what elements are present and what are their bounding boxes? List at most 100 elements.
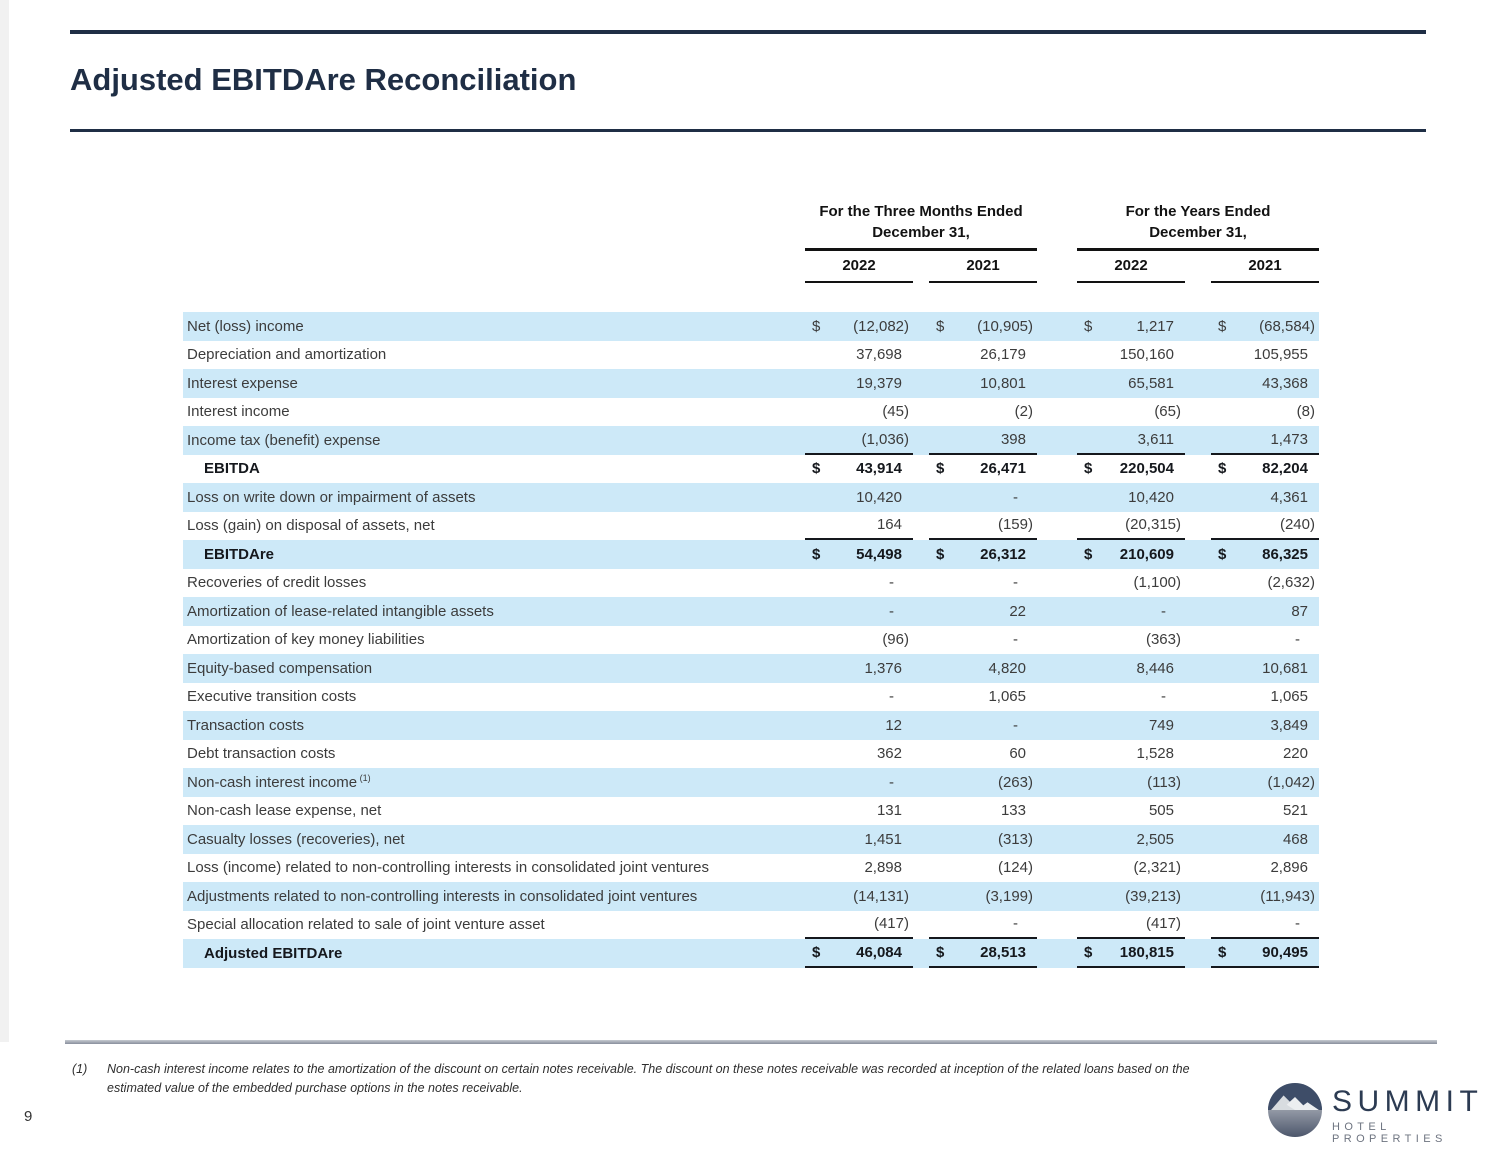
table-row: Special allocation related to sale of jo… [183,911,1319,939]
cell-value: 10,420 [1128,488,1174,506]
table-row: Income tax (benefit) expense (1,036) 398… [183,426,1319,455]
row-label: EBITDA [204,460,260,478]
value-cell: 521 [1211,797,1319,826]
footnote-text: Non-cash interest income relates to the … [107,1062,1190,1096]
row-label: Non-cash interest income (1) [187,773,371,792]
currency-symbol: $ [936,460,945,478]
currency-symbol: $ [812,317,821,335]
period-group-title-line1: For the Three Months Ended [819,203,1023,220]
value-cell: 1,065 [1211,683,1319,712]
row-label: Interest income [187,403,290,421]
cell-value: 43,368 [1262,374,1308,392]
logo-text: SUMMIT HOTEL PROPERTIES [1332,1083,1500,1146]
cell-value: 54,498 [856,545,902,563]
table-row: EBITDA $43,914 $26,471 $220,504 $82,204 [183,455,1319,484]
cell-value: - [1161,602,1166,620]
value-cell: 37,698 [805,341,913,370]
cell-value: 210,609 [1119,545,1174,563]
cell-value: (3,199) [985,887,1033,905]
cell-value: - [1013,574,1018,592]
period-group-title-line2: December 31, [872,224,970,241]
cell-value: 131 [876,802,902,820]
value-cell: (8) [1211,398,1319,427]
cell-value: 180,815 [1119,943,1174,961]
value-cell: - [805,683,913,712]
footnote-ref: (1) [357,773,371,784]
value-cell: - [1211,911,1319,939]
value-cell: 1,451 [805,825,913,854]
value-cell: $1,217 [1077,312,1185,341]
cell-value: 82,204 [1262,460,1308,478]
cell-value: (96) [882,631,909,649]
cell-value: 10,681 [1262,659,1308,677]
value-cell: 87 [1211,597,1319,626]
row-label: Loss (gain) on disposal of assets, net [187,517,435,535]
cell-value: (2,321) [1133,859,1181,877]
value-cell: 1,528 [1077,740,1185,769]
table-row: Interest income (45) (2) (65) (8) [183,398,1319,427]
reconciliation-table: Net (loss) income $ (12,082) $ (10,905) $1… [183,312,1319,968]
cell-value: 1,451 [864,830,902,848]
row-label: Equity-based compensation [187,659,373,677]
page-title: Adjusted EBITDAre Reconciliation [70,62,577,97]
currency-symbol: $ [1218,460,1227,478]
cell-value: 37,698 [856,346,902,364]
value-cell: - [1077,597,1185,626]
value-cell: 220 [1211,740,1319,769]
period-group-years: For the Years Ended December 31, [1077,201,1319,251]
value-cell: 164 [805,512,913,540]
cell-value: 1,065 [1270,688,1308,706]
cell-value: - [889,602,894,620]
value-cell: (240) [1211,512,1319,540]
value-cell: (363) [1077,626,1185,655]
cell-value: 4,820 [988,659,1026,677]
value-cell: $210,609 [1077,540,1185,569]
cell-value: (313) [997,830,1033,848]
value-cell: - [929,569,1037,598]
title-rule-bottom [70,129,1426,132]
cell-value: (45) [882,403,909,421]
cell-value: 43,914 [856,460,902,478]
value-cell: (1,036) [805,426,913,455]
value-cell: 362 [805,740,913,769]
value-cell: (39,213) [1077,882,1185,911]
value-cell: (14,131) [805,882,913,911]
cell-value: - [889,773,894,791]
table-row: EBITDAre $54,498 $26,312 $210,609 $86,32… [183,540,1319,569]
cell-value: - [1295,631,1300,649]
cell-value: 164 [876,516,902,534]
table-row: Net (loss) income $ (12,082) $ (10,905) $1… [183,312,1319,341]
row-label: Recoveries of credit losses [187,574,367,592]
cell-value: - [1013,716,1018,734]
value-cell: $ (10,905) [929,312,1037,341]
value-cell: $ (12,082) [805,312,913,341]
value-cell: (263) [929,768,1037,797]
value-cell: (313) [929,825,1037,854]
period-group-three-months: For the Three Months Ended December 31, [805,201,1037,251]
logo-wordmark: SUMMIT [1332,1085,1484,1118]
currency-symbol: $ [812,545,821,563]
cell-value: (1,036) [861,430,909,448]
row-label: Special allocation related to sale of jo… [187,916,545,934]
row-label: Amortization of lease-related intangible… [187,602,494,620]
cell-value: (11,943) [1260,887,1315,905]
value-cell: 12 [805,711,913,740]
cell-value: 10,420 [856,488,902,506]
cell-value: 398 [1000,430,1026,448]
value-cell: 10,681 [1211,654,1319,683]
cell-value: (159) [997,516,1033,534]
value-cell: (3,199) [929,882,1037,911]
table-row: Equity-based compensation 1,376 4,820 8,… [183,654,1319,683]
row-label: Interest expense [187,374,298,392]
value-cell: (1,042) [1211,768,1319,797]
cell-value: (2) [1014,403,1033,421]
cell-value: 46,084 [856,943,902,961]
value-cell: 2,896 [1211,854,1319,883]
row-label: Depreciation and amortization [187,346,387,364]
value-cell: 2,505 [1077,825,1185,854]
value-cell: 4,361 [1211,483,1319,512]
cell-value: (417) [1145,915,1181,933]
currency-symbol: $ [1218,943,1227,961]
cell-value: 26,471 [980,460,1026,478]
cell-value: 2,898 [864,859,902,877]
